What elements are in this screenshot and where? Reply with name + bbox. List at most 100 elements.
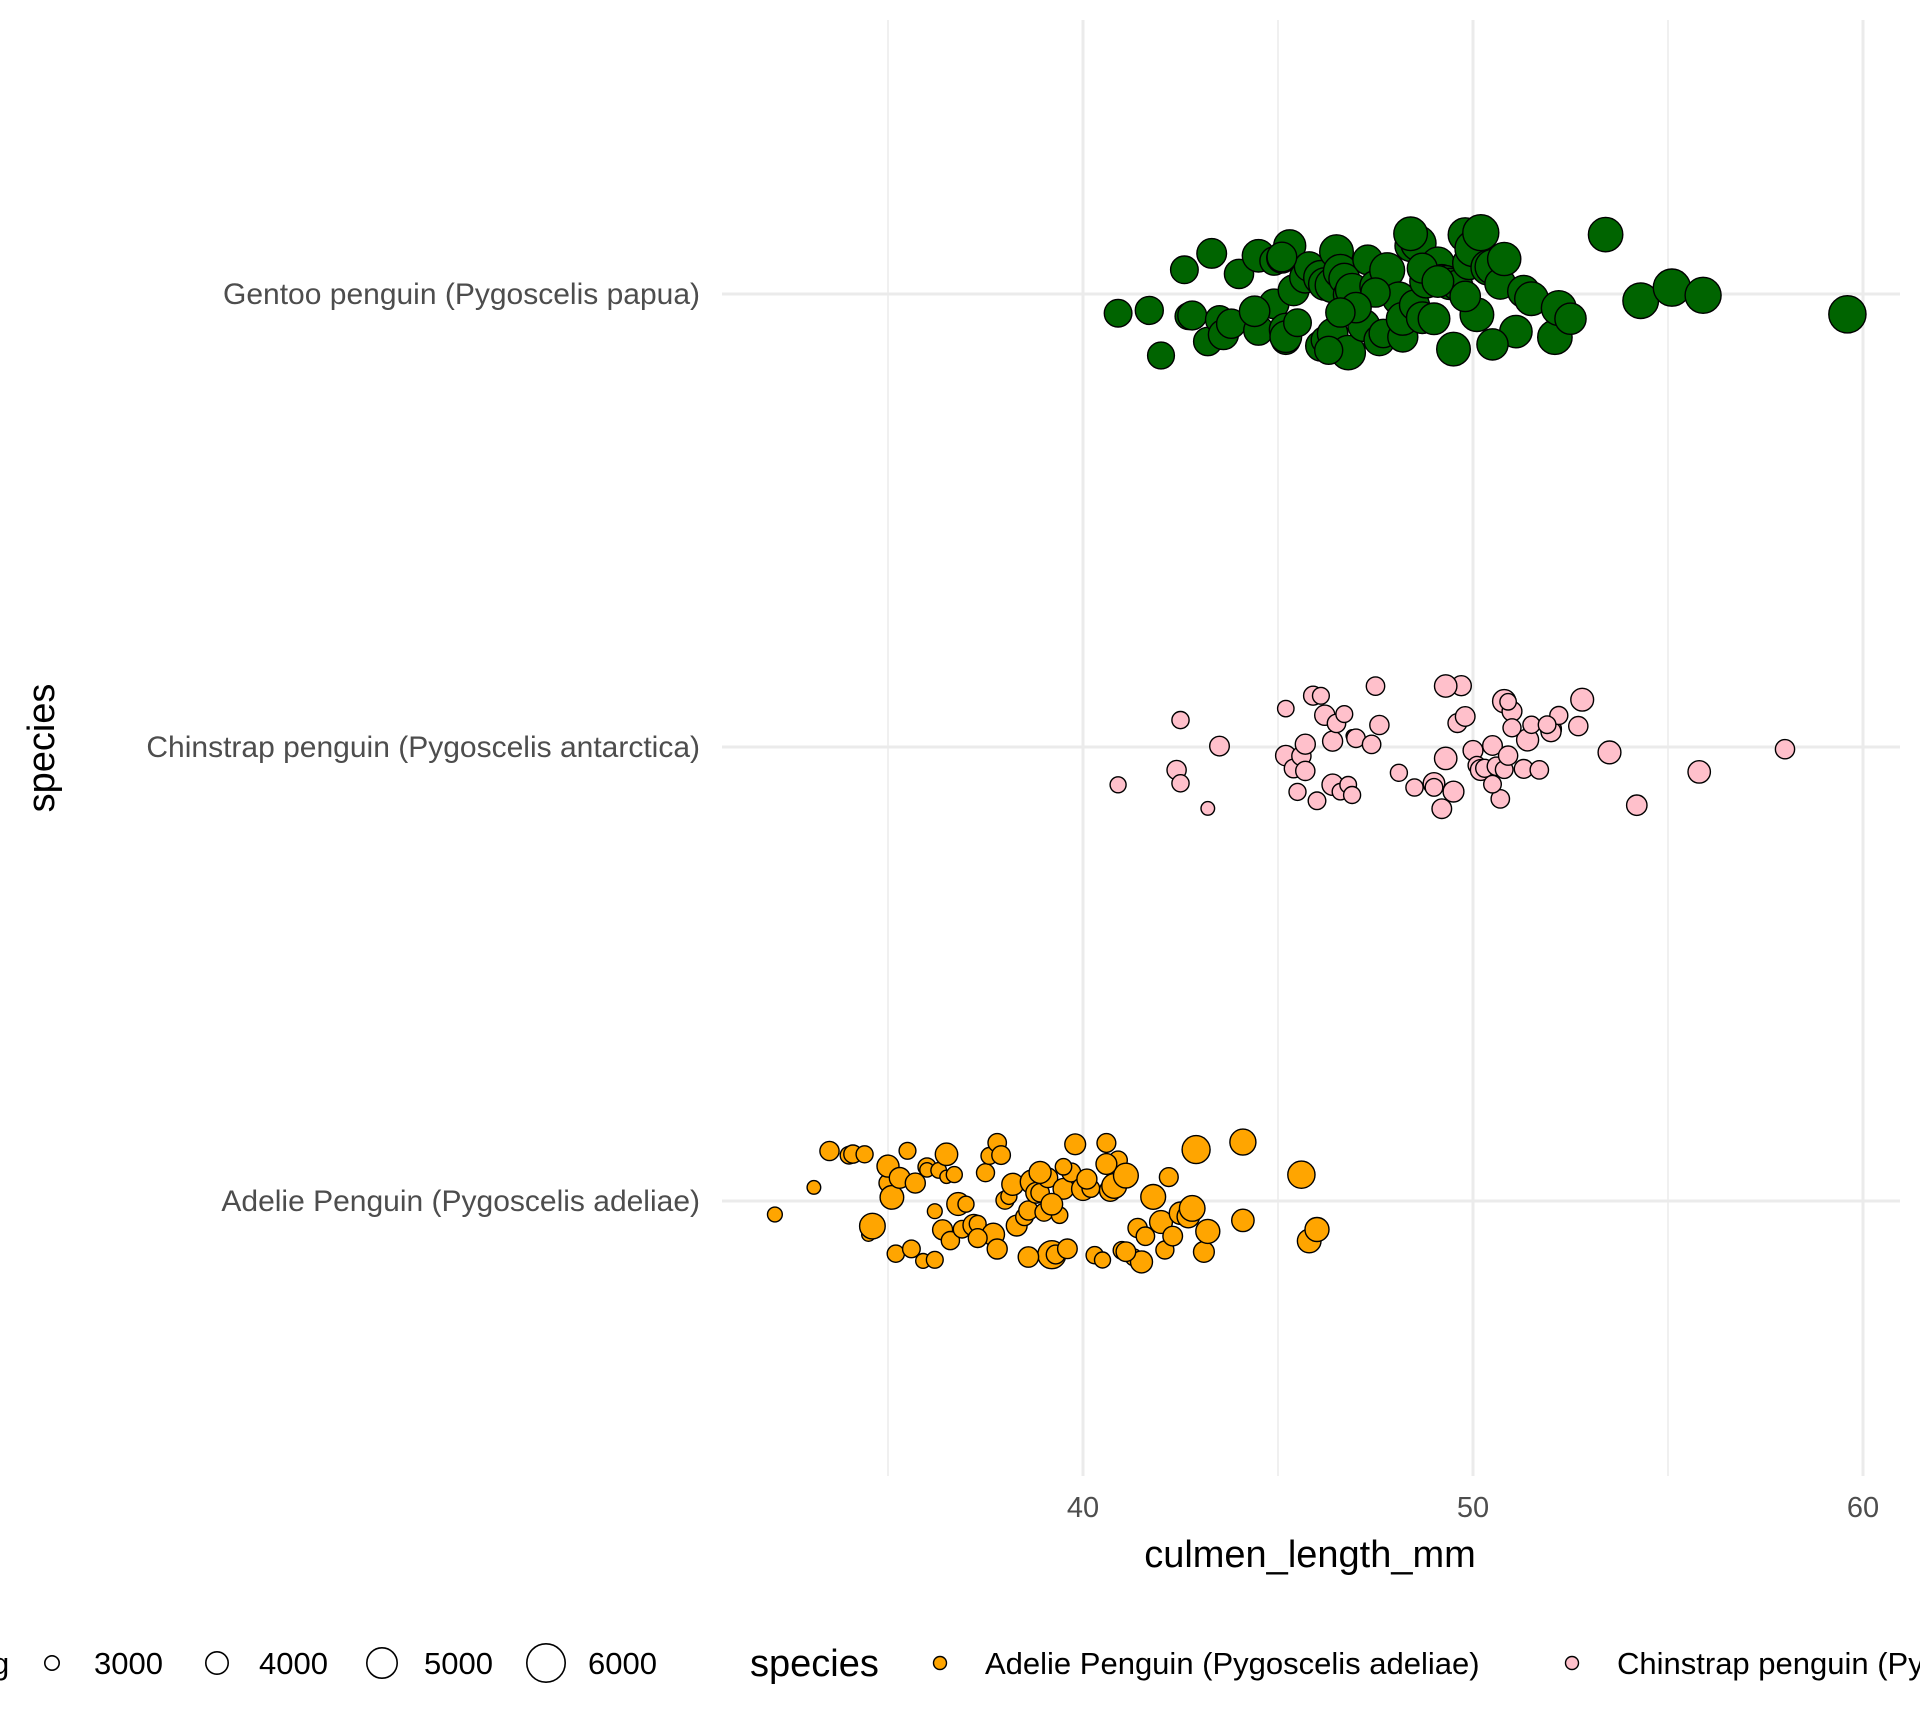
data-point [1096,1132,1117,1154]
data-point [1171,710,1190,730]
data-point [1162,1225,1184,1247]
data-point [1522,715,1541,735]
x-tick-label: 40 [1067,1492,1099,1524]
data-point [1307,791,1327,811]
data-points [766,213,1867,1274]
x-tick-label: 60 [1847,1492,1879,1524]
data-point [1342,785,1362,805]
data-point [1361,734,1382,755]
data-point [1200,800,1216,816]
data-point [1109,776,1127,794]
data-point [1287,1160,1316,1189]
data-point [1076,1168,1098,1190]
data-point [926,1203,943,1220]
data-point [1171,774,1190,793]
data-point [1389,763,1409,782]
data-point [1177,300,1208,331]
data-point [1587,216,1624,253]
data-point [1054,1157,1073,1176]
data-point [1017,1246,1040,1268]
data-point [1537,715,1557,735]
data-point [1134,295,1165,326]
data-point [1103,298,1133,328]
color-legend-title: species [750,1643,879,1685]
data-point [1129,1250,1154,1274]
data-point [1169,255,1199,285]
data-point [1490,789,1511,809]
data-point [1433,674,1458,698]
size-legend-key [525,1643,566,1684]
data-point [1486,241,1522,277]
data-point [904,1172,926,1194]
data-point [819,1140,840,1162]
data-point [945,1165,963,1184]
data-point [1311,686,1330,705]
data-point [934,1142,959,1167]
data-point [1462,213,1500,252]
data-point [1294,733,1317,755]
data-point [1140,1183,1167,1210]
data-point [1282,308,1312,338]
data-point [1112,1162,1139,1189]
data-point [1040,1192,1064,1216]
data-point [1499,692,1518,711]
size-legend-key [365,1647,398,1680]
color-legend-label: Adelie Penguin (Pygoscelis adeliae) [985,1646,1480,1681]
data-point [1178,1194,1206,1222]
data-point [1687,760,1712,784]
data-point [858,1212,886,1240]
data-point [806,1179,822,1195]
data-point [1181,1134,1211,1165]
data-point [855,1145,874,1164]
data-point [1442,780,1465,803]
color-legend-key [932,1655,948,1671]
data-point [1431,798,1453,820]
data-point [940,1230,961,1251]
data-point [1449,280,1482,313]
data-point [1405,778,1424,797]
data-point [1570,687,1595,712]
data-point [1056,1238,1078,1260]
data-point [1476,328,1509,361]
data-point [1313,335,1344,365]
color-legend-key [1564,1655,1580,1671]
y-tick-label: Adelie Penguin (Pygoscelis adeliae) [221,1185,700,1218]
data-point [1095,1152,1118,1176]
data-point [1497,745,1519,766]
data-point [898,1141,917,1160]
data-point [991,1145,1012,1166]
data-point [1229,1128,1257,1156]
data-point [1093,1251,1112,1269]
data-point [1625,794,1648,817]
data-point [1365,676,1386,696]
data-point [1774,738,1796,760]
data-point [957,1195,975,1213]
y-axis-tick-labels: Adelie Penguin (Pygoscelis adeliae) Chins… [146,278,700,1218]
data-point [1424,777,1444,797]
data-point [1482,774,1502,794]
data-point [1295,760,1316,782]
data-point [1335,704,1354,724]
data-point [1028,1160,1052,1185]
data-point [1597,740,1622,765]
data-point [1288,782,1307,802]
data-point [1325,297,1356,328]
size-legend-label: 4000 [259,1646,328,1681]
data-point [1454,706,1476,728]
data-point [1421,265,1455,299]
data-point [1369,714,1390,736]
data-point [986,1238,1008,1260]
data-point [1196,237,1228,269]
data-point [1195,1218,1221,1245]
data-point [1393,216,1429,252]
data-point [1554,302,1587,336]
data-point [1208,735,1230,757]
data-point [975,1162,996,1183]
y-tick-label: Gentoo penguin (Pygoscelis papua) [223,278,700,311]
data-point [1433,746,1458,771]
size-legend-title: g [0,1646,9,1681]
data-point [886,1244,906,1263]
color-legend-label: Chinstrap penguin (Pygoscelis antarctica… [1617,1646,1920,1681]
